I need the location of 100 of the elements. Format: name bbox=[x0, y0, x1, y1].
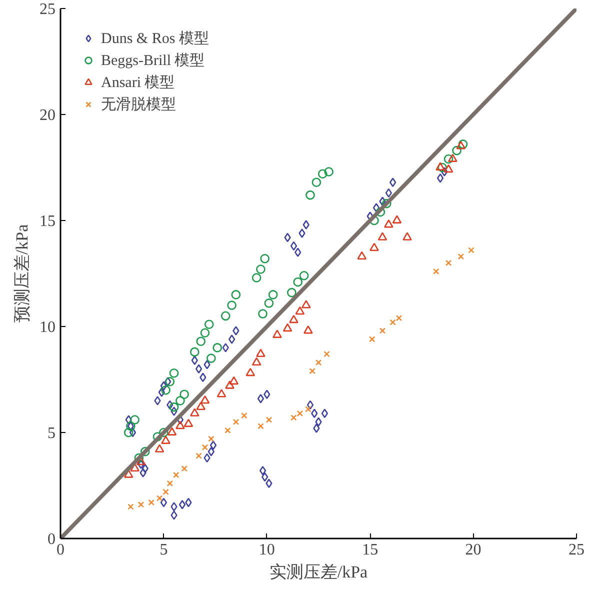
point bbox=[204, 453, 210, 463]
point bbox=[370, 242, 379, 252]
point bbox=[318, 169, 328, 178]
x-tick-label: 20 bbox=[465, 542, 482, 558]
y-tick-label: 5 bbox=[48, 425, 56, 442]
point bbox=[260, 254, 270, 264]
y-axis-title: 预测压差/kPa bbox=[12, 224, 32, 323]
point bbox=[200, 328, 210, 338]
point bbox=[296, 410, 304, 417]
point bbox=[200, 372, 206, 382]
point bbox=[124, 470, 134, 478]
point bbox=[124, 428, 134, 438]
point bbox=[160, 381, 168, 391]
point bbox=[196, 402, 206, 410]
x-tick-label: 5 bbox=[160, 542, 168, 558]
y-tick-label: 0 bbox=[48, 531, 56, 548]
point bbox=[315, 417, 322, 427]
point bbox=[206, 354, 216, 363]
point bbox=[208, 436, 214, 442]
point bbox=[369, 336, 376, 342]
point bbox=[256, 348, 266, 358]
point bbox=[468, 247, 474, 254]
legend-label: 无滑脱模型 bbox=[101, 96, 176, 114]
y-tick-label: 10 bbox=[40, 319, 56, 336]
point bbox=[306, 190, 315, 200]
point bbox=[220, 311, 230, 321]
legend-label: Duns & Ros 模型 bbox=[101, 30, 209, 48]
point bbox=[170, 502, 178, 512]
point bbox=[309, 368, 316, 374]
point bbox=[136, 456, 146, 466]
point bbox=[228, 334, 236, 344]
point bbox=[227, 300, 236, 310]
point bbox=[258, 309, 268, 318]
point bbox=[154, 396, 161, 406]
point bbox=[324, 167, 334, 176]
point bbox=[246, 368, 256, 376]
point bbox=[433, 268, 440, 275]
point bbox=[128, 504, 134, 510]
point bbox=[172, 472, 180, 478]
x-tick-label: 15 bbox=[362, 542, 378, 558]
point bbox=[293, 277, 303, 287]
point bbox=[184, 418, 194, 427]
point bbox=[190, 408, 200, 416]
point bbox=[232, 326, 240, 336]
point bbox=[185, 498, 192, 508]
point bbox=[181, 465, 188, 472]
point bbox=[313, 424, 320, 433]
point bbox=[298, 228, 306, 238]
point bbox=[390, 319, 396, 326]
point bbox=[324, 350, 330, 358]
point bbox=[311, 408, 318, 418]
point bbox=[252, 273, 262, 282]
point bbox=[170, 406, 178, 416]
point bbox=[445, 260, 452, 266]
point bbox=[321, 408, 328, 418]
point bbox=[222, 343, 229, 352]
point bbox=[287, 288, 296, 298]
point bbox=[142, 464, 148, 474]
point bbox=[382, 198, 392, 208]
point bbox=[262, 472, 268, 482]
point bbox=[306, 400, 314, 410]
point bbox=[159, 428, 168, 438]
point bbox=[305, 406, 312, 412]
point bbox=[444, 164, 454, 173]
point bbox=[156, 495, 163, 502]
point bbox=[392, 215, 402, 224]
point bbox=[378, 232, 388, 240]
point bbox=[301, 300, 311, 308]
point bbox=[162, 488, 169, 495]
point bbox=[195, 364, 202, 374]
y-tick-label: 15 bbox=[40, 213, 56, 230]
point bbox=[396, 314, 402, 322]
point bbox=[264, 298, 274, 308]
point bbox=[208, 446, 214, 456]
point bbox=[176, 396, 185, 406]
point bbox=[258, 423, 264, 430]
point bbox=[452, 146, 462, 156]
point bbox=[402, 232, 412, 240]
point bbox=[385, 188, 392, 198]
point bbox=[256, 264, 266, 274]
point bbox=[166, 480, 174, 487]
point bbox=[284, 232, 291, 242]
point bbox=[140, 468, 146, 478]
point bbox=[169, 402, 179, 412]
point bbox=[170, 510, 178, 520]
point bbox=[160, 498, 168, 508]
legend-label: Beggs-Brill 模型 bbox=[101, 52, 205, 70]
point bbox=[216, 389, 226, 398]
point bbox=[148, 499, 154, 506]
point bbox=[210, 440, 217, 450]
point bbox=[190, 347, 200, 357]
point bbox=[290, 414, 297, 421]
point bbox=[379, 196, 386, 206]
point bbox=[315, 359, 322, 366]
point bbox=[191, 356, 198, 366]
point bbox=[312, 178, 322, 187]
point bbox=[231, 290, 241, 300]
point bbox=[161, 436, 170, 444]
point bbox=[138, 501, 144, 508]
point bbox=[176, 420, 185, 430]
